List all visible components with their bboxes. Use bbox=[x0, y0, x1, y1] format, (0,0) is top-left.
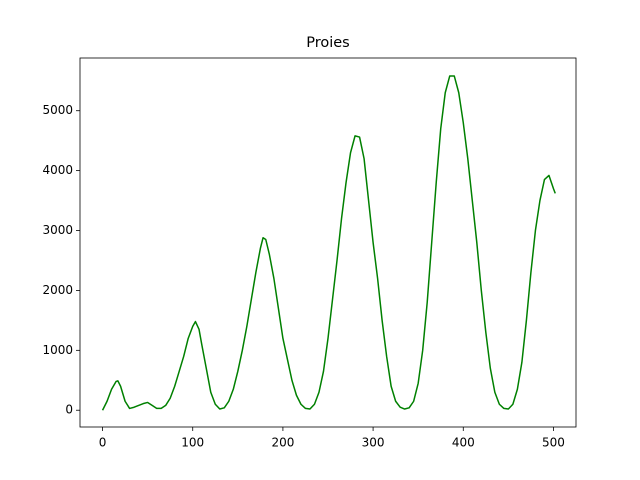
plot-frame bbox=[79, 57, 577, 428]
chart-title: Proies bbox=[306, 35, 350, 51]
y-tick-label: 5000 bbox=[42, 103, 73, 117]
y-tick-label: 0 bbox=[65, 403, 73, 417]
x-tick-label: 300 bbox=[362, 436, 385, 450]
line-series bbox=[101, 75, 556, 411]
x-tick-label: 0 bbox=[99, 436, 107, 450]
x-tick-label: 200 bbox=[271, 436, 294, 450]
y-tick-label: 2000 bbox=[42, 283, 73, 297]
x-tick-label: 100 bbox=[181, 436, 204, 450]
x-tick-label: 400 bbox=[452, 436, 475, 450]
y-tick-label: 4000 bbox=[42, 163, 73, 177]
x-tick-label: 500 bbox=[542, 436, 565, 450]
y-tick-label: 3000 bbox=[42, 223, 73, 237]
y-tick-label: 1000 bbox=[42, 343, 73, 357]
